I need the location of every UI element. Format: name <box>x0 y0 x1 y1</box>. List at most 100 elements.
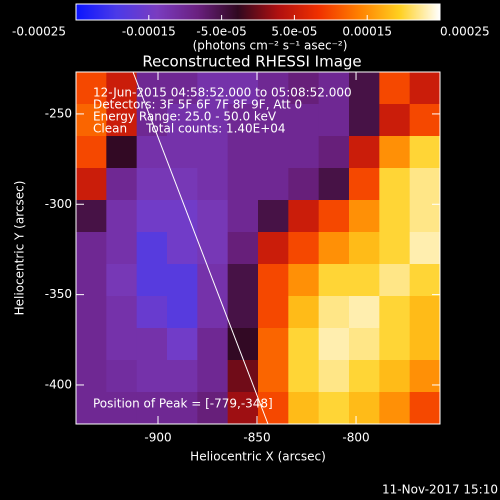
heat-cell <box>227 328 259 361</box>
heat-cell <box>349 232 380 265</box>
heat-cell <box>379 264 411 297</box>
heat-cell <box>106 360 138 393</box>
heat-cell <box>409 168 441 201</box>
heat-cell <box>136 136 168 169</box>
heat-cell <box>288 136 320 169</box>
heat-cell <box>288 168 320 201</box>
heat-cell <box>288 392 320 425</box>
heat-cell <box>197 200 229 233</box>
colorbar-tick-label: 5.0e-05 <box>271 25 317 39</box>
heat-cell <box>258 136 289 169</box>
peak-label: Position of Peak = [-779,-348] <box>93 397 273 411</box>
heat-cell <box>76 360 107 393</box>
heat-cell <box>76 104 107 137</box>
heat-cell <box>227 200 259 233</box>
heat-cell <box>197 136 229 169</box>
heat-cell <box>106 72 138 105</box>
plot-frame <box>75 71 441 425</box>
heat-cell <box>167 392 198 425</box>
heat-cell <box>258 72 289 105</box>
heat-cell <box>106 104 138 137</box>
timestamp: 11-Nov-2017 15:10 <box>382 483 498 497</box>
heat-cell <box>197 328 229 361</box>
heat-cell <box>258 104 289 137</box>
heat-cell <box>258 232 289 265</box>
heat-cell <box>409 136 441 169</box>
heat-cell <box>288 232 320 265</box>
heat-cell <box>409 328 441 361</box>
heat-cell <box>136 232 168 265</box>
heat-cell <box>349 104 380 137</box>
heat-cell <box>379 296 411 329</box>
heat-cell <box>258 264 289 297</box>
heat-cell <box>258 200 289 233</box>
heat-cell <box>136 360 168 393</box>
heat-cell <box>409 296 441 329</box>
heat-cell <box>106 328 138 361</box>
heat-cell <box>167 72 198 105</box>
heat-cell <box>227 296 259 329</box>
heat-cell <box>379 136 411 169</box>
heat-cell <box>167 328 198 361</box>
heat-cell <box>318 296 350 329</box>
heat-cell <box>227 104 259 137</box>
annotation: Clean Total counts: 1.40E+04 <box>93 122 286 136</box>
y-tick-label: -350 <box>45 287 72 301</box>
heat-cell <box>288 328 320 361</box>
heat-cell <box>409 264 441 297</box>
x-tick-label: -800 <box>342 431 369 445</box>
heat-cell <box>76 392 107 425</box>
y-tick-label: -400 <box>45 377 72 391</box>
y-tick-label: -300 <box>45 197 72 211</box>
heat-cell <box>197 360 229 393</box>
heat-cell <box>318 136 350 169</box>
heat-cell <box>349 168 380 201</box>
heat-cell <box>288 200 320 233</box>
heat-cell <box>76 296 107 329</box>
heat-cell <box>197 296 229 329</box>
heat-cell <box>167 136 198 169</box>
heat-cell <box>409 360 441 393</box>
heat-cell <box>379 392 411 425</box>
colorbar-tick-label: 0.00025 <box>440 25 490 39</box>
heat-cell <box>76 136 107 169</box>
heat-cell <box>76 72 107 105</box>
heat-cell <box>409 104 441 137</box>
heat-cell <box>379 104 411 137</box>
heat-cell <box>288 360 320 393</box>
heat-cell <box>106 264 138 297</box>
heat-cell <box>106 296 138 329</box>
heat-cell <box>318 168 350 201</box>
heat-cell <box>349 136 380 169</box>
annotation: 12-Jun-2015 04:58:52.000 to 05:08:52.000 <box>93 86 352 100</box>
heat-cell <box>106 392 138 425</box>
y-axis-label: Heliocentric Y (arcsec) <box>13 181 27 316</box>
heat-cell <box>197 168 229 201</box>
heat-cell <box>258 392 289 425</box>
heat-cell <box>197 232 229 265</box>
heat-cell <box>349 200 380 233</box>
heat-cell <box>136 104 168 137</box>
heat-cell <box>136 328 168 361</box>
heat-cell <box>379 168 411 201</box>
heat-cell <box>379 360 411 393</box>
heat-cell <box>227 232 259 265</box>
heat-cell <box>409 200 441 233</box>
x-tick-label: -900 <box>144 431 171 445</box>
heat-cell <box>349 392 380 425</box>
chart-title: Reconstructed RHESSI Image <box>142 53 361 71</box>
heat-cell <box>136 392 168 425</box>
heat-cell <box>288 296 320 329</box>
heat-cell <box>167 104 198 137</box>
heat-cell <box>288 264 320 297</box>
heat-cell <box>379 72 411 105</box>
x-tick-label: -850 <box>243 431 270 445</box>
heat-cell <box>288 72 320 105</box>
y-tick-label: -250 <box>45 106 72 120</box>
annotation: Energy Range: 25.0 - 50.0 keV <box>93 110 277 124</box>
heat-cell <box>136 264 168 297</box>
annotation: Detectors: 3F 5F 6F 7F 8F 9F, Att 0 <box>93 98 302 112</box>
heat-cell <box>349 296 380 329</box>
heat-cell <box>76 200 107 233</box>
